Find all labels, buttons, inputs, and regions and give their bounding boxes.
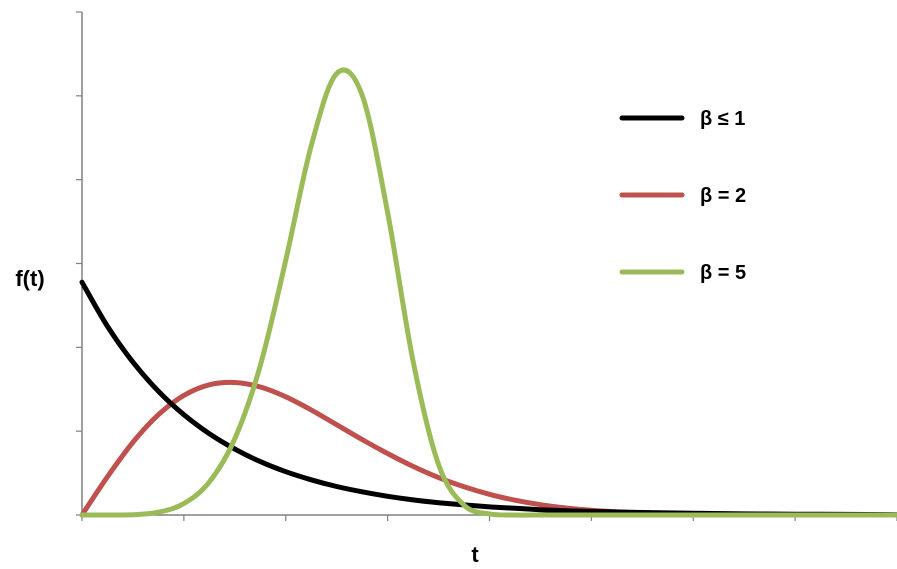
legend-label: β = 5 bbox=[700, 262, 746, 284]
series-line-1 bbox=[79, 279, 897, 518]
x-axis-label: t bbox=[471, 542, 479, 567]
axes bbox=[76, 11, 897, 521]
legend-item: β ≤ 1 bbox=[619, 108, 745, 130]
legend-item: β = 2 bbox=[619, 185, 746, 207]
legend: β ≤ 1 β = 2 β = 5 bbox=[619, 108, 746, 284]
legend-item: β = 5 bbox=[619, 262, 746, 284]
legend-label: β ≤ 1 bbox=[700, 108, 745, 130]
y-axis-label: f(t) bbox=[15, 266, 44, 291]
legend-label: β = 2 bbox=[700, 185, 746, 207]
series-line-2 bbox=[79, 379, 897, 518]
series-line-3 bbox=[79, 67, 897, 518]
series-layer bbox=[79, 67, 897, 518]
